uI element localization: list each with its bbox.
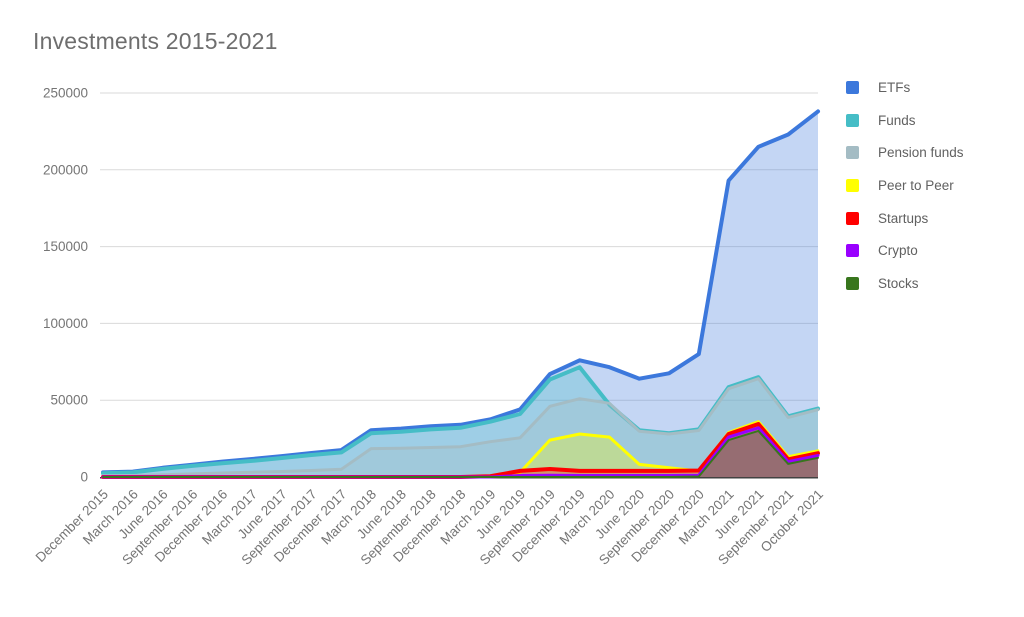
legend: ETFs Funds Pension funds Peer to Peer St… — [846, 80, 964, 310]
legend-label: Peer to Peer — [878, 178, 954, 194]
y-axis-tick-label: 100000 — [43, 316, 88, 331]
legend-swatch-pension-funds-icon — [846, 146, 859, 160]
legend-label: ETFs — [878, 80, 911, 95]
area-fill-funds — [103, 367, 818, 477]
legend-item-pension-funds[interactable]: Pension funds — [846, 145, 964, 161]
area-fill-pension-funds — [103, 378, 818, 477]
legend-item-startups[interactable]: Startups — [846, 210, 964, 226]
legend-label: Stocks — [878, 276, 919, 292]
chart-title: Investments 2015-2021 — [33, 28, 278, 54]
legend-label: Startups — [878, 210, 929, 226]
y-axis-tick-label: 150000 — [43, 239, 88, 254]
legend-label: Pension funds — [878, 145, 964, 161]
legend-item-stocks[interactable]: Stocks — [846, 276, 964, 292]
area-fill-etfs — [103, 111, 818, 478]
legend-swatch-funds-icon — [846, 113, 859, 127]
legend-label: Crypto — [878, 243, 918, 259]
y-axis-tick-label: 250000 — [43, 86, 88, 101]
legend-item-crypto[interactable]: Crypto — [846, 243, 964, 259]
y-axis-tick-label: 50000 — [50, 393, 88, 408]
legend-item-peer-to-peer[interactable]: Peer to Peer — [846, 178, 964, 194]
legend-swatch-crypto-icon — [846, 244, 859, 258]
legend-label: Funds — [878, 112, 916, 128]
series-line-pension-funds — [101, 377, 820, 478]
legend-item-funds[interactable]: Funds — [846, 112, 964, 128]
legend-item-etfs[interactable]: ETFs — [846, 80, 964, 95]
legend-swatch-stocks-icon — [846, 277, 859, 291]
y-axis-tick-label: 0 — [80, 470, 88, 485]
y-axis-tick-label: 200000 — [43, 162, 88, 177]
series-line-stocks — [102, 429, 819, 478]
legend-swatch-etfs-icon — [846, 81, 859, 94]
legend-swatch-startups-icon — [846, 211, 859, 225]
legend-swatch-peer-to-peer-icon — [846, 179, 859, 193]
